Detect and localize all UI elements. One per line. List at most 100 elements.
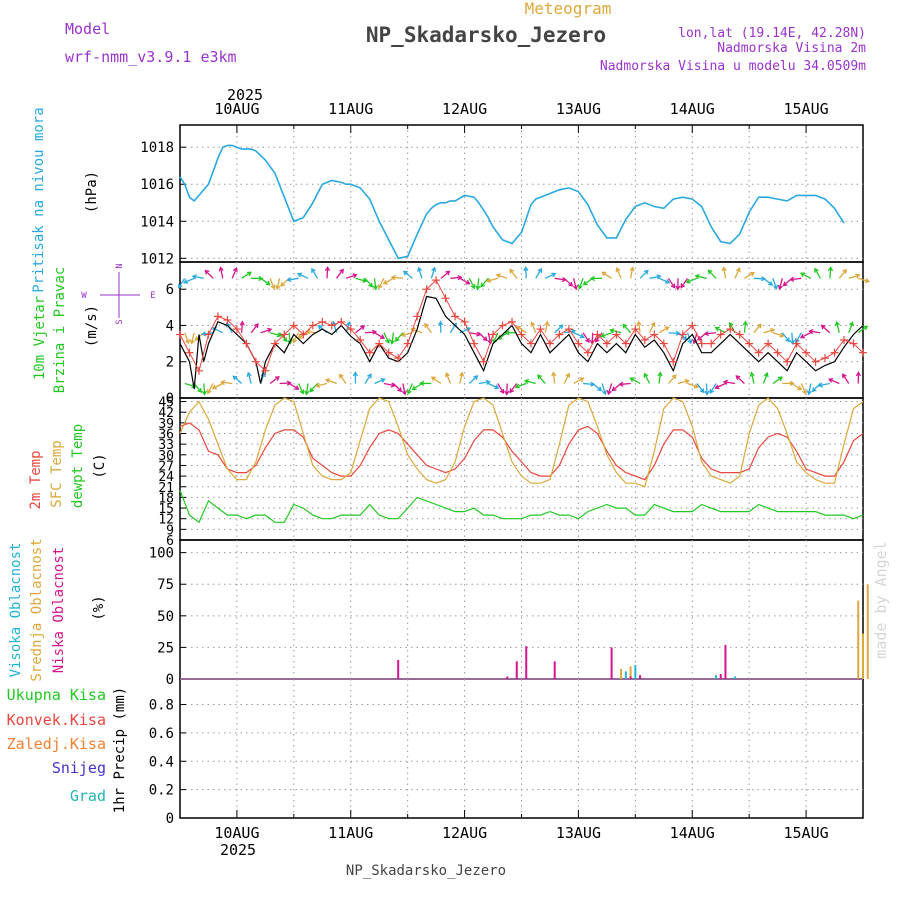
ytick-label-cloud: 25: [157, 640, 174, 656]
wind-gust-mark: [574, 339, 583, 348]
wind-gust-mark: [773, 348, 782, 357]
wind-arrow: [838, 268, 848, 279]
wind-arrow: [763, 277, 774, 286]
date-top-13AUG: 13AUG: [556, 100, 601, 118]
wind-arrow: [537, 374, 546, 384]
wind-arrow: [601, 271, 612, 279]
wind-arrow: [269, 278, 276, 290]
wind-arrow: [643, 372, 651, 384]
wind-arrow: [504, 383, 510, 396]
wind-arrow: [827, 377, 840, 385]
wind-arrow: [345, 273, 358, 279]
meteogram-title: Meteogram: [525, 0, 612, 18]
wind-arrow: [325, 378, 337, 385]
wind-gust-mark: [403, 339, 412, 348]
wind-arrow: [648, 321, 656, 334]
wind-arrow: [649, 274, 662, 280]
pressure-unit: (hPa): [84, 171, 100, 213]
ytick-label-temp: 21: [158, 481, 174, 496]
wind-arrow: [629, 266, 635, 279]
wind-gust-mark: [545, 339, 554, 348]
wind-arrow: [734, 267, 741, 279]
wind-gust-mark: [489, 330, 498, 339]
wind-arrow: [753, 323, 762, 334]
wind-unit: (m/s): [84, 305, 100, 347]
wind-gust-mark: [716, 330, 725, 339]
wind-gust-mark: [204, 330, 213, 339]
wind-arrow: [269, 376, 280, 385]
wind-gust-mark: [432, 276, 441, 285]
wind-arrow: [677, 378, 690, 385]
ytick-label-pressure: 1014: [140, 214, 174, 230]
cloud-panel: 0 25 50 75 100: [149, 546, 869, 688]
date-bottom-13AUG: 13AUG: [556, 824, 601, 842]
wind-arrow: [445, 372, 451, 384]
high-cloud-bar: [634, 665, 637, 679]
high-cloud-label: Visoka Oblacnost: [8, 543, 24, 678]
wind-arrow: [355, 277, 368, 283]
wind-arrow: [551, 371, 557, 384]
wind-gust-mark: [754, 348, 763, 357]
wind-arrow: [488, 382, 500, 390]
wind-gust-mark: [631, 325, 640, 334]
wind-arrow: [394, 332, 404, 342]
station-title: NP_Skadarsko_Jezero: [366, 23, 606, 47]
panel-frames: [179, 124, 864, 819]
wind-arrow: [735, 375, 745, 384]
wind-speed-line: [179, 295, 864, 390]
mid-cloud-bar: [620, 668, 623, 679]
ytick-label-wind: 4: [166, 318, 174, 334]
wind-arrow: [658, 326, 670, 334]
high-cloud-bar: [714, 675, 717, 679]
wind-arrow: [772, 332, 785, 338]
ytick-label-temp: 39: [158, 417, 174, 432]
mid-cloud-bar: [862, 633, 864, 679]
wind-arrow: [744, 272, 755, 279]
wind-arrow: [554, 324, 564, 334]
wind-arrow: [468, 278, 476, 290]
wind-arrow: [742, 320, 748, 333]
wind-arrow: [449, 322, 457, 334]
wind-title-1: 10m Vjetar: [32, 296, 48, 380]
wind-gust-mark: [261, 366, 270, 375]
wind-gust-mark: [697, 339, 706, 348]
wind-arrow: [806, 383, 812, 396]
wind-arrow: [364, 373, 372, 384]
top-date-labels: 10AUG 11AUG 12AUG 13AUG 14AUG 15AUG: [214, 100, 828, 118]
wind-arrow: [288, 382, 300, 390]
wind-gust-mark: [583, 348, 592, 357]
dew-series-line: [179, 490, 864, 524]
t2m-label: 2m Temp: [28, 450, 44, 509]
wind-arrow: [275, 278, 281, 291]
wind-gust-mark: [517, 330, 526, 339]
wind-arrow: [516, 325, 527, 334]
wind-arrow: [279, 380, 292, 386]
ytick-label-temp: 33: [158, 438, 174, 453]
ytick-label-pressure: 1012: [140, 251, 174, 267]
ytick-label-wind: 0: [166, 391, 174, 407]
wind-arrow: [182, 277, 195, 284]
model-name: wrf-nmm_v3.9.1 e3km: [65, 48, 237, 66]
wind-gust-mark: [365, 348, 374, 357]
date-top-15AUG: 15AUG: [784, 100, 829, 118]
wind-arrow: [459, 371, 465, 384]
wind-arrow: [827, 266, 834, 279]
wind-arrow: [782, 380, 795, 386]
wind-arrow: [514, 382, 527, 389]
wind-arrow: [857, 325, 869, 334]
wind-arrow: [763, 328, 776, 334]
ytick-label-temp: 24: [158, 470, 174, 485]
low-cloud-bar: [525, 646, 528, 679]
wind-arrow: [615, 267, 622, 279]
wind-gust-mark: [783, 357, 792, 366]
date-top-12AUG: 12AUG: [442, 100, 487, 118]
wind-gust-mark: [612, 330, 621, 339]
wind-gust-mark: [802, 348, 811, 357]
wind-arrow: [544, 320, 550, 333]
grid-lines: [236, 125, 807, 818]
low-cloud-bar: [506, 676, 509, 679]
wind-arrow: [315, 382, 328, 388]
wind-gust-mark: [213, 312, 222, 321]
bottom-date-labels: 10AUG 11AUG 12AUG 13AUG 14AUG 15AUG: [214, 824, 828, 842]
snijeg-label: Snijeg: [52, 759, 106, 777]
